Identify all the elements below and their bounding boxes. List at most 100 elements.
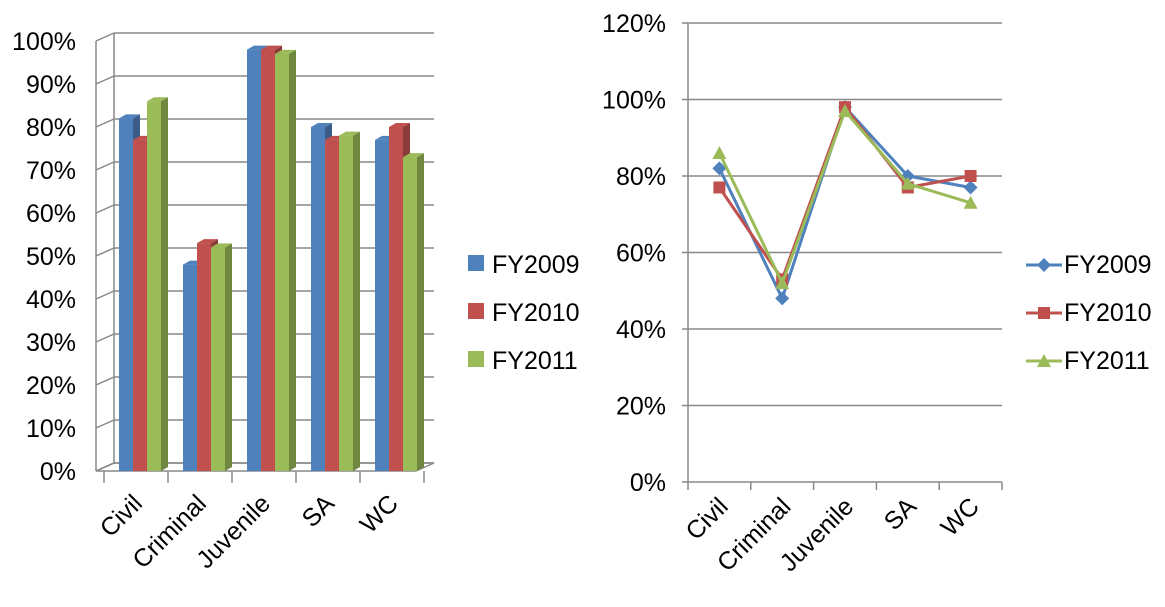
bar-y-tick-label: 10%: [26, 415, 76, 443]
line-y-tick-label: 40%: [616, 316, 666, 344]
bar-y-tick-label: 50%: [26, 243, 76, 271]
line-point-FY2011-WC: [963, 195, 978, 209]
bar-legend-label: FY2011: [492, 347, 578, 375]
line-point-FY2011-Juvenile: [838, 103, 852, 117]
bar-x-category-label: WC: [355, 489, 404, 538]
bar-y-tick-label: 60%: [26, 200, 76, 228]
line-point-FY2011-Civil: [712, 146, 727, 160]
bar-y-tick-label: 40%: [26, 286, 76, 314]
bar-front: [261, 49, 275, 471]
bar-FY2011-Criminal: [211, 243, 232, 471]
bar-gridline-side: [95, 118, 115, 128]
line-y-tick-label: 120%: [602, 10, 666, 38]
bar-FY2011-Juvenile: [275, 49, 296, 472]
line-point-FY2009-Criminal: [775, 291, 790, 306]
bar-gridline-side: [95, 204, 115, 214]
bar-front: [147, 101, 161, 471]
bar-gridline-side: [95, 75, 115, 85]
bar-floor: [95, 462, 435, 472]
bar-gridline-side: [95, 161, 115, 171]
bar-gridline-side: [95, 290, 115, 300]
bar-top: [311, 123, 332, 127]
line-legend-label: FY2009: [1064, 251, 1152, 279]
line-y-tick-label: 100%: [602, 87, 666, 115]
bar-y-tick-label: 80%: [26, 114, 76, 142]
bar-front: [339, 135, 353, 471]
line-series-path: [718, 104, 971, 303]
line-legend-marker: [1038, 307, 1050, 319]
bar-top: [403, 153, 424, 158]
line-series-FY2009: [712, 100, 978, 306]
bar-front: [311, 127, 325, 471]
bar-y-tick-label: 90%: [26, 71, 76, 99]
line-point-FY2009-WC: [963, 180, 978, 195]
bar-front: [389, 127, 403, 471]
line-legend-label: FY2011: [1064, 347, 1150, 375]
line-point-FY2011-Criminal: [775, 276, 790, 290]
line-y-tick-label: 80%: [616, 163, 666, 191]
bar-legend-swatch: [468, 255, 484, 271]
bar-x-category-label: SA: [297, 489, 341, 533]
line-chart: 0%20%40%60%80%100%120%CivilCriminalJuven…: [602, 10, 1152, 577]
bar-side: [161, 97, 168, 471]
bar-front: [375, 139, 389, 471]
bar-y-tick-label: 30%: [26, 329, 76, 357]
bar-chart: 0%10%20%30%40%50%60%70%80%90%100%CivilCr…: [12, 28, 580, 574]
bar-legend-label: FY2009: [492, 251, 580, 279]
bar-top: [119, 114, 140, 119]
bar-top: [275, 49, 296, 54]
bar-front: [403, 157, 417, 471]
bar-legend-swatch: [468, 303, 484, 319]
bar-side: [417, 153, 424, 471]
line-legend-marker: [1037, 258, 1051, 272]
bar-gridline-side: [95, 32, 115, 42]
bar-front: [275, 53, 289, 472]
line-y-tick-label: 20%: [616, 393, 666, 421]
line-plot-area: [682, 22, 1003, 490]
bar-side: [353, 131, 360, 471]
line-x-category-label: SA: [879, 492, 923, 536]
line-y-tick-label: 0%: [630, 469, 666, 497]
bar-gridline-side: [95, 376, 115, 386]
bar-side: [289, 49, 296, 472]
line-legend-item-FY2009: FY2009: [1026, 251, 1152, 279]
bar-gridline-side: [95, 419, 115, 429]
bar-front: [247, 49, 261, 471]
line-series-path: [718, 104, 971, 283]
bar-front: [183, 264, 197, 471]
bar-legend-label: FY2010: [492, 299, 580, 327]
bar-y-tick-label: 0%: [40, 458, 76, 486]
line-point-FY2011-SA: [900, 176, 915, 190]
bar-y-tick-label: 70%: [26, 157, 76, 185]
line-legend-marker: [1037, 354, 1051, 367]
bar-top: [339, 131, 360, 136]
line-x-category-label: Civil: [680, 492, 733, 545]
line-point-FY2009-Civil: [712, 161, 727, 176]
bar-y-tick-label: 100%: [12, 28, 76, 56]
line-point-FY2010-WC: [964, 170, 977, 182]
bar-legend-item-FY2009: FY2009: [468, 251, 580, 279]
bar-front: [197, 243, 211, 471]
line-series-path: [718, 108, 972, 287]
bar-front: [119, 118, 133, 472]
bar-front: [133, 139, 147, 471]
line-point-FY2010-Civil: [713, 181, 726, 194]
bar-x-category-label: Civil: [95, 489, 148, 542]
bar-side: [225, 243, 232, 471]
bar-gridline-side: [95, 247, 115, 257]
bar-top: [197, 239, 218, 244]
bar-front: [211, 247, 225, 471]
bar-gridline-side: [95, 333, 115, 343]
line-legend-item-FY2010: FY2010: [1026, 299, 1152, 327]
bar-top: [261, 45, 282, 50]
bar-legend-item-FY2011: FY2011: [468, 347, 578, 375]
bar-front: [325, 139, 339, 471]
bar-FY2011-SA: [339, 131, 360, 471]
bar-legend-swatch: [468, 351, 484, 367]
bar-FY2011-Civil: [147, 97, 168, 471]
line-y-tick-label: 60%: [616, 240, 666, 268]
bar-top: [147, 97, 168, 102]
bar-legend-item-FY2010: FY2010: [468, 299, 580, 327]
line-legend-label: FY2010: [1064, 299, 1152, 327]
